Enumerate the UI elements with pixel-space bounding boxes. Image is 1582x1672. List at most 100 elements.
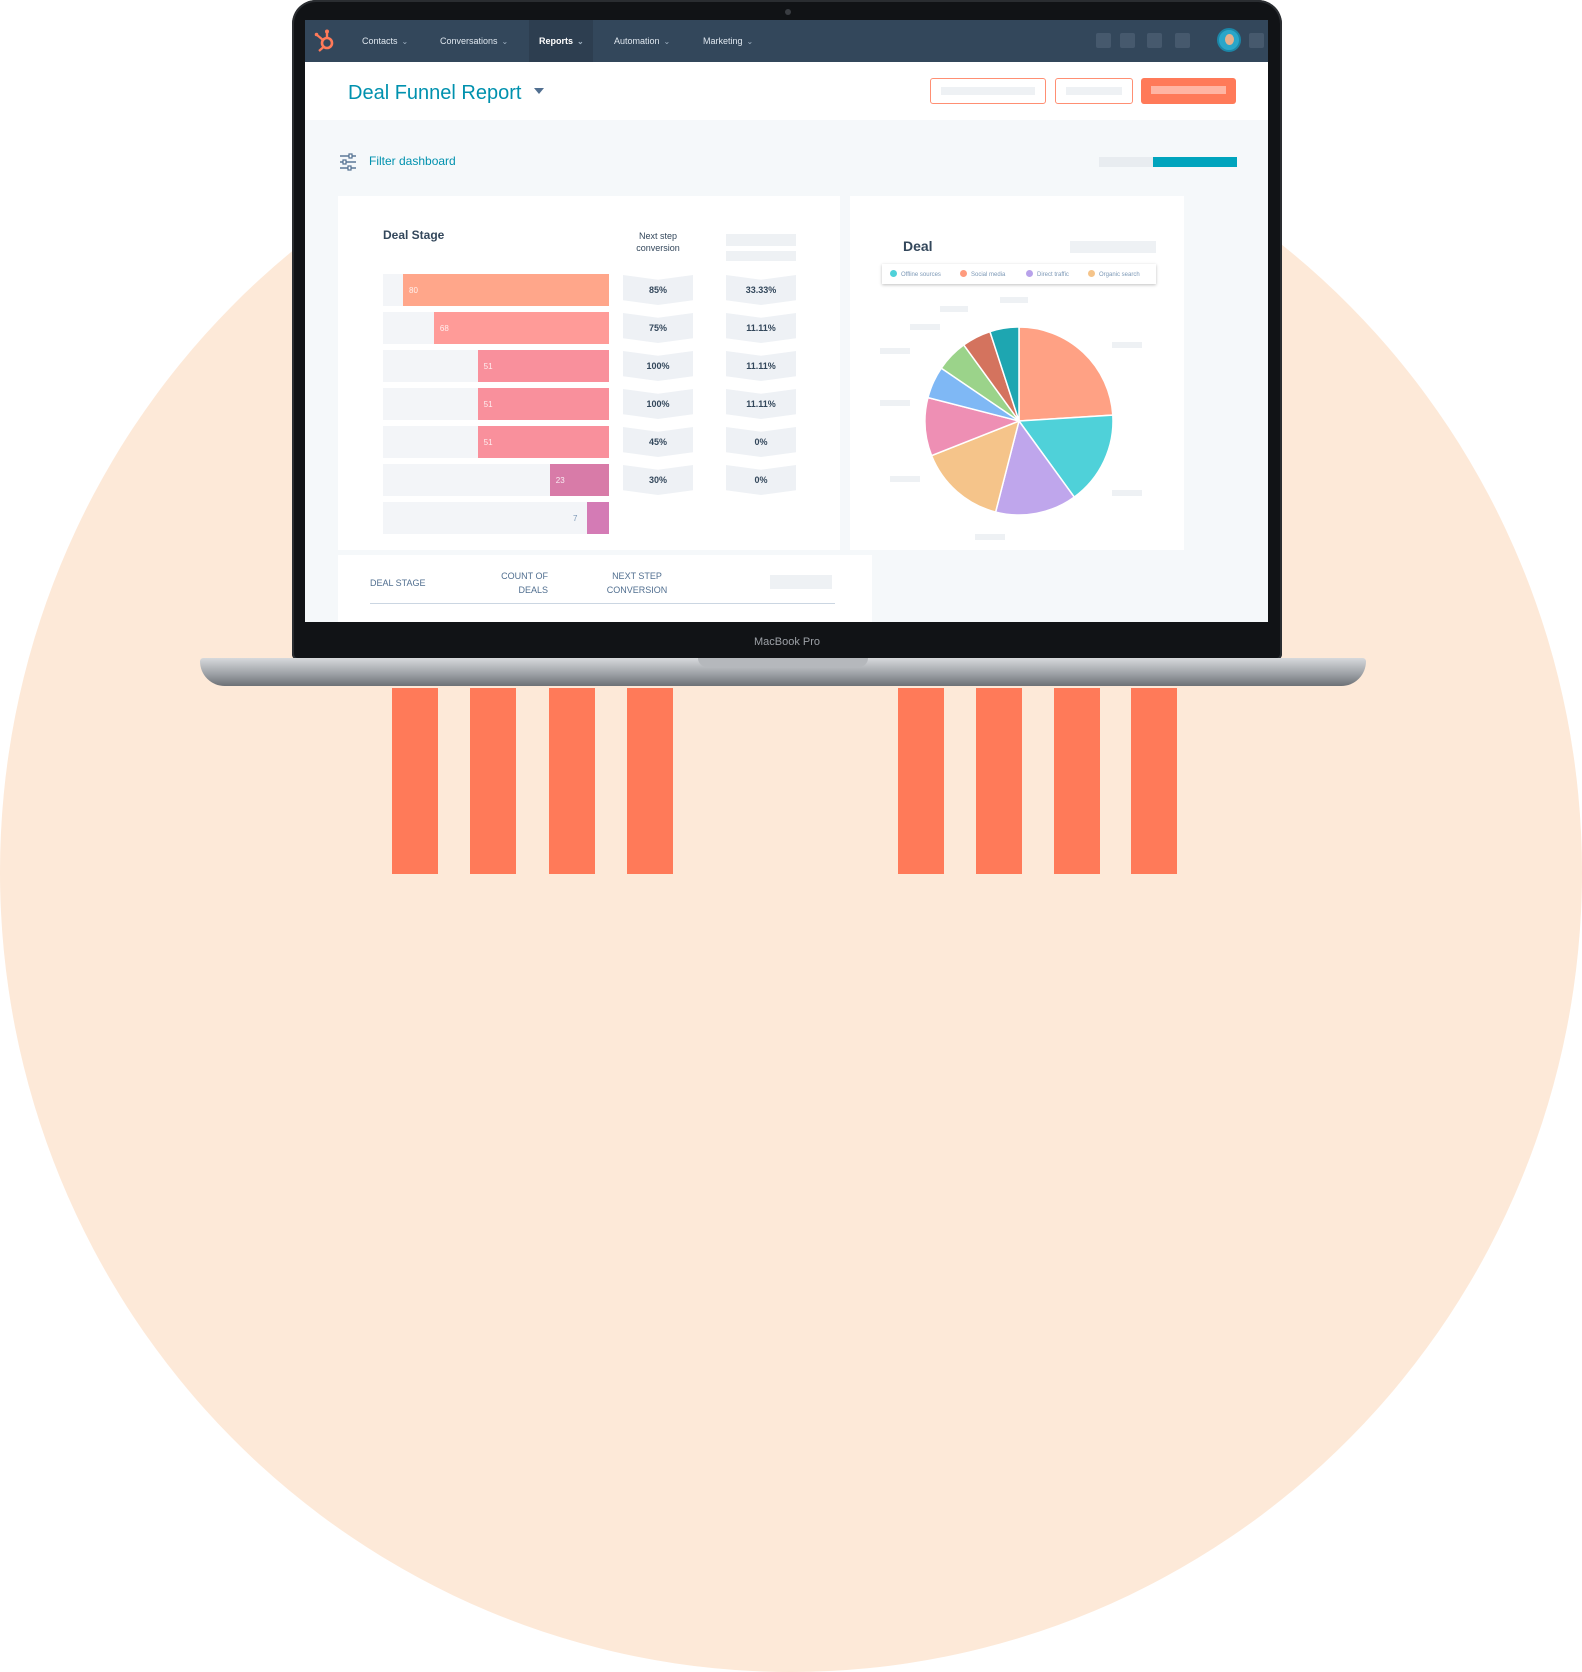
chevron-down-icon: ⌄ (577, 37, 584, 46)
legend-label: Offline sources (901, 272, 941, 278)
page-title: Deal Funnel Report (348, 82, 522, 104)
legend-item[interactable]: Direct traffic (1026, 270, 1069, 278)
placeholder-label (940, 306, 968, 312)
nav-label: Contacts (362, 36, 398, 46)
decorative-stripe (627, 688, 673, 874)
funnel-bar[interactable] (477, 426, 609, 458)
laptop-base (200, 658, 1366, 686)
placeholder-label (975, 534, 1005, 540)
placeholder-label (910, 324, 940, 330)
column-header-count[interactable]: COUNT OF DEALS (493, 569, 548, 597)
legend-label: Organic search (1099, 272, 1140, 278)
conversion-rate-cell: 0% (726, 465, 796, 495)
placeholder-label (890, 476, 920, 482)
funnel-bar[interactable] (549, 464, 609, 496)
nav-utility-icon[interactable] (1249, 33, 1264, 48)
card-title: Deal (903, 238, 933, 254)
view-toggle-segment-active[interactable] (1153, 157, 1237, 167)
filter-sliders-icon[interactable] (339, 153, 357, 171)
placeholder-label (880, 400, 910, 406)
legend-dot (1026, 270, 1033, 277)
pie-slice[interactable] (1018, 326, 1114, 422)
app-screen: Contacts ⌄ Conversations ⌄ Reports ⌄ Automa… (305, 20, 1268, 622)
caret-down-icon[interactable] (534, 88, 544, 94)
nav-utility-icon[interactable] (1096, 33, 1111, 48)
nav-contacts[interactable]: Contacts ⌄ (352, 20, 418, 62)
conversion-rate-cell: 11.11% (726, 351, 796, 381)
funnel-bar-value: 7 (573, 514, 578, 523)
column-header-deal-stage[interactable]: DEAL STAGE (370, 578, 426, 588)
deal-stage-card: Deal Stage Next step conversion 80 85% 33.… (338, 196, 840, 550)
placeholder-label (1112, 490, 1142, 496)
legend-item[interactable]: Organic search (1088, 270, 1140, 278)
decorative-stripe (898, 688, 944, 874)
table-divider (370, 603, 835, 604)
primary-action-button[interactable] (1141, 78, 1236, 104)
avatar[interactable] (1217, 28, 1241, 52)
nav-automation[interactable]: Automation ⌄ (604, 20, 680, 62)
chevron-down-icon: ⌄ (401, 37, 409, 46)
legend-label: Direct traffic (1037, 272, 1069, 278)
header-line: NEXT STEP (612, 571, 662, 581)
placeholder-label (880, 348, 910, 354)
deal-table: DEAL STAGE COUNT OF DEALS NEXT STEP CONV… (338, 555, 872, 622)
nav-utility-icon[interactable] (1175, 33, 1190, 48)
report-header: Deal Funnel Report (305, 62, 1268, 120)
nav-utility-icon[interactable] (1120, 33, 1135, 48)
chevron-down-icon: ⌄ (501, 37, 509, 46)
decorative-stripe (549, 688, 595, 874)
funnel-bar-value: 51 (483, 438, 493, 447)
laptop-model-label: MacBook Pro (753, 636, 821, 648)
legend-dot (1088, 270, 1095, 277)
funnel-bar-value: 80 (409, 286, 418, 295)
legend-item[interactable]: Social media (960, 270, 1005, 278)
decorative-stripe (470, 688, 516, 874)
nav-label: Reports (539, 36, 574, 46)
view-toggle-segment[interactable] (1099, 157, 1153, 167)
funnel-bar[interactable] (433, 312, 609, 344)
chevron-down-icon: ⌄ (746, 37, 754, 46)
nav-utility-icon[interactable] (1147, 33, 1162, 48)
funnel-bar-value: 51 (483, 362, 493, 371)
conversion-rate-cell: 11.11% (726, 389, 796, 419)
next-step-conversion-cell: 75% (623, 313, 693, 343)
next-step-conversion-cell: 85% (623, 275, 693, 305)
header-action-button[interactable] (930, 78, 1046, 104)
camera-icon (785, 9, 791, 15)
hubspot-sprocket-icon[interactable] (311, 28, 337, 54)
funnel-bar-value: 51 (483, 400, 493, 409)
funnel-track (383, 502, 609, 534)
next-step-conversion-cell: 45% (623, 427, 693, 457)
pie-slice[interactable] (989, 326, 1020, 422)
next-step-header: Next step conversion (618, 230, 698, 254)
funnel-bar[interactable] (477, 350, 609, 382)
header-action-button[interactable] (1055, 78, 1133, 104)
header-line: COUNT OF (501, 571, 548, 581)
header-line: DEALS (518, 585, 548, 595)
column-header-next-step[interactable]: NEXT STEP CONVERSION (602, 569, 672, 597)
nav-marketing[interactable]: Marketing ⌄ (693, 20, 763, 62)
funnel-bar[interactable] (587, 502, 609, 534)
funnel-bar[interactable] (403, 274, 609, 306)
header-line: CONVERSION (606, 585, 668, 595)
pie-slice[interactable] (1017, 414, 1114, 499)
nav-conversations[interactable]: Conversations ⌄ (430, 20, 518, 62)
nav-label: Marketing (703, 36, 743, 46)
funnel-bar-value: 68 (439, 324, 449, 333)
decorative-stripe (1131, 688, 1177, 874)
pie-legend: Offline sources Social media Direct traf… (882, 264, 1156, 284)
pie-slice[interactable] (994, 419, 1076, 516)
decorative-stripe (1054, 688, 1100, 874)
filter-dashboard-link[interactable]: Filter dashboard (369, 154, 456, 168)
next-step-conversion-cell: 100% (623, 389, 693, 419)
nav-label: Automation (614, 36, 660, 46)
placeholder-header (726, 234, 796, 246)
nav-reports[interactable]: Reports ⌄ (529, 20, 593, 62)
top-navigation: Contacts ⌄ Conversations ⌄ Reports ⌄ Automa… (305, 20, 1268, 62)
legend-label: Social media (971, 272, 1006, 278)
laptop-notch (698, 658, 868, 667)
next-step-conversion-cell: 30% (623, 465, 693, 495)
pie-slice[interactable] (930, 419, 1021, 513)
funnel-bar[interactable] (477, 388, 609, 420)
legend-item[interactable]: Offline sources (890, 270, 941, 278)
